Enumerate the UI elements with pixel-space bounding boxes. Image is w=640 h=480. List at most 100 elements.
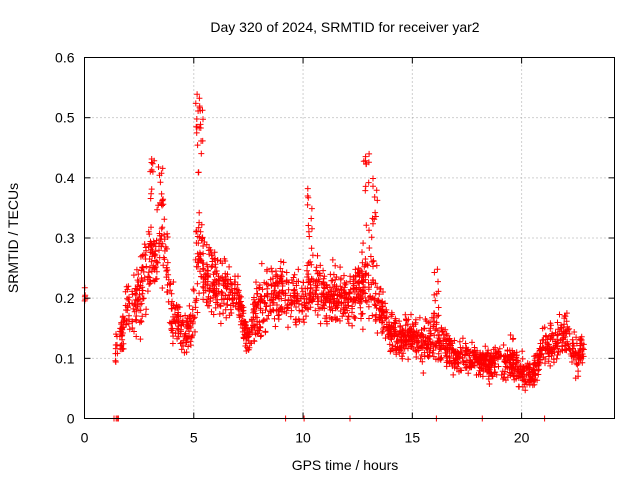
data-point bbox=[200, 243, 207, 249]
data-point bbox=[152, 257, 158, 264]
data-point bbox=[144, 288, 151, 295]
data-point bbox=[392, 343, 399, 350]
data-point bbox=[357, 304, 364, 311]
data-point bbox=[199, 265, 206, 272]
data-point bbox=[158, 190, 165, 197]
data-point bbox=[298, 293, 305, 300]
data-point bbox=[349, 309, 355, 316]
data-point bbox=[287, 313, 294, 320]
data-point bbox=[312, 290, 319, 297]
data-point bbox=[136, 285, 143, 292]
data-point bbox=[332, 317, 339, 323]
data-point bbox=[282, 297, 289, 304]
data-point bbox=[210, 279, 217, 286]
data-point bbox=[350, 282, 357, 289]
data-point bbox=[323, 295, 329, 302]
data-point bbox=[268, 265, 275, 272]
data-point bbox=[359, 326, 366, 333]
data-point bbox=[317, 262, 324, 269]
data-point bbox=[337, 264, 344, 271]
data-point bbox=[546, 353, 552, 360]
data-point bbox=[197, 251, 204, 258]
data-point bbox=[195, 259, 202, 266]
data-point bbox=[167, 287, 174, 294]
data-point bbox=[304, 267, 310, 274]
data-point bbox=[163, 264, 170, 271]
data-point bbox=[204, 296, 210, 303]
data-point bbox=[234, 281, 241, 288]
data-point bbox=[129, 288, 136, 295]
data-point bbox=[229, 289, 236, 296]
data-point bbox=[299, 308, 306, 315]
data-point bbox=[565, 326, 572, 333]
data-point bbox=[480, 367, 487, 374]
data-point bbox=[513, 357, 520, 364]
data-point bbox=[308, 245, 315, 252]
data-point bbox=[159, 285, 166, 291]
data-point bbox=[149, 247, 156, 254]
data-point bbox=[532, 370, 539, 377]
data-point bbox=[188, 334, 195, 341]
data-point bbox=[431, 332, 438, 339]
data-point bbox=[175, 326, 182, 333]
data-point bbox=[414, 339, 421, 346]
data-point bbox=[370, 220, 376, 227]
data-point bbox=[536, 345, 543, 352]
data-point bbox=[139, 264, 145, 271]
chart-title: Day 320 of 2024, SRMTID for receiver yar… bbox=[210, 19, 479, 35]
data-point bbox=[148, 268, 155, 275]
data-point bbox=[341, 284, 348, 291]
data-point bbox=[366, 227, 372, 234]
data-point bbox=[338, 299, 345, 306]
data-point bbox=[259, 318, 266, 325]
data-point bbox=[328, 316, 335, 322]
data-point bbox=[150, 277, 157, 284]
data-point bbox=[142, 256, 149, 262]
data-point bbox=[333, 274, 340, 280]
data-point bbox=[213, 270, 220, 277]
data-point bbox=[241, 331, 248, 338]
data-point bbox=[337, 317, 343, 324]
data-point bbox=[283, 279, 290, 285]
data-point bbox=[446, 358, 453, 365]
data-point bbox=[136, 291, 143, 298]
data-point bbox=[366, 245, 373, 251]
data-point bbox=[148, 156, 155, 162]
data-point bbox=[430, 314, 437, 321]
data-point bbox=[425, 341, 432, 348]
data-point bbox=[509, 336, 516, 343]
data-point bbox=[418, 352, 425, 358]
data-point bbox=[318, 297, 325, 304]
data-point bbox=[211, 249, 218, 256]
data-point bbox=[435, 288, 442, 295]
data-point bbox=[190, 315, 197, 322]
data-point bbox=[220, 310, 227, 317]
data-point bbox=[149, 160, 156, 167]
data-point bbox=[258, 260, 265, 267]
data-point bbox=[160, 201, 167, 208]
data-point bbox=[218, 275, 224, 282]
data-point bbox=[363, 160, 370, 167]
data-point bbox=[185, 322, 192, 329]
data-point bbox=[353, 286, 359, 293]
data-point bbox=[313, 287, 319, 294]
data-point bbox=[198, 150, 205, 157]
data-point bbox=[168, 326, 175, 332]
data-point bbox=[352, 266, 359, 273]
data-point bbox=[303, 313, 309, 320]
data-point bbox=[175, 303, 182, 310]
data-point bbox=[312, 307, 319, 314]
data-point bbox=[362, 290, 369, 297]
data-point bbox=[456, 368, 462, 375]
data-point bbox=[321, 285, 328, 292]
data-point bbox=[487, 370, 494, 377]
data-point bbox=[344, 299, 351, 306]
data-point bbox=[269, 268, 276, 275]
data-point bbox=[196, 209, 203, 216]
data-point bbox=[415, 343, 422, 350]
data-point bbox=[235, 296, 242, 303]
data-point bbox=[522, 363, 529, 370]
data-point bbox=[224, 301, 230, 308]
data-point bbox=[316, 270, 323, 277]
data-point bbox=[119, 326, 126, 333]
